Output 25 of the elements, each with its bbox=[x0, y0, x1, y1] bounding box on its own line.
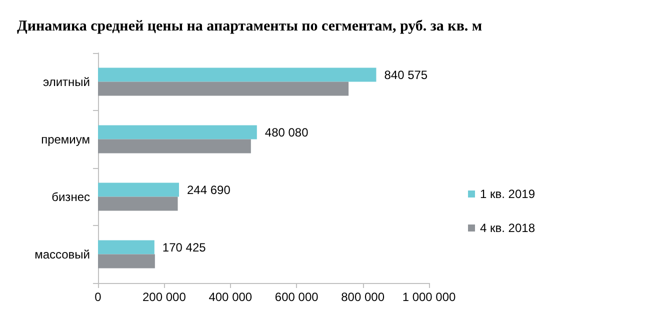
y-tick-label: массовый bbox=[34, 247, 90, 262]
y-tick-label: бизнес bbox=[52, 190, 90, 204]
bar bbox=[98, 254, 155, 268]
bar bbox=[98, 196, 178, 211]
x-tick-label: 1 000 000 bbox=[402, 290, 456, 304]
x-tick-label: 800 000 bbox=[341, 290, 385, 304]
legend-label: 1 кв. 2019 bbox=[480, 187, 536, 201]
x-tick-label: 0 bbox=[94, 290, 102, 304]
data-label: 480 080 bbox=[264, 125, 309, 140]
legend-label: 4 кв. 2018 bbox=[480, 221, 536, 235]
bar bbox=[98, 82, 349, 96]
bar bbox=[98, 68, 376, 82]
data-label: 170 425 bbox=[162, 240, 206, 254]
y-tick-label: элитный bbox=[42, 74, 90, 89]
x-tick-label: 600 000 bbox=[274, 290, 319, 304]
y-tick-label: премиум bbox=[41, 132, 90, 146]
bar bbox=[98, 125, 257, 140]
chart-title: Динамика средней цены на апартаменты по сегментам, руб. за кв. м bbox=[17, 18, 482, 34]
x-tick-label: 200 000 bbox=[142, 290, 186, 304]
x-tick-label: 400 000 bbox=[208, 290, 252, 304]
bar bbox=[98, 182, 179, 197]
data-label: 840 575 bbox=[384, 68, 428, 82]
bar bbox=[98, 240, 154, 254]
bar bbox=[98, 139, 251, 154]
data-label: 244 690 bbox=[186, 182, 231, 197]
